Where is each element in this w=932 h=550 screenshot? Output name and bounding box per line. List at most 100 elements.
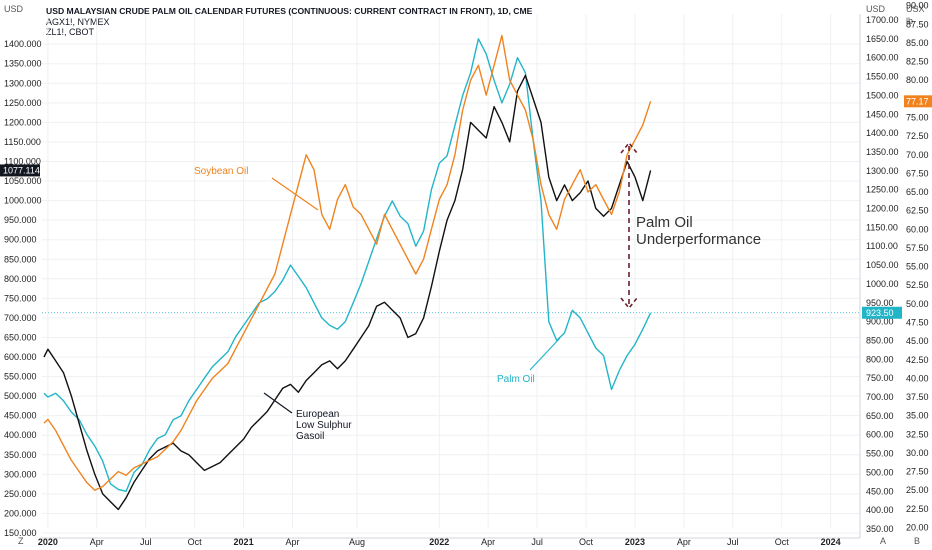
y-right2-tick-label: 20.00 [906,523,929,533]
soy-price-tag [904,95,932,108]
y-right1-tick-label: 750.00 [866,373,894,383]
x-tick-label: Oct [579,537,594,547]
palm-oil-pointer [529,337,561,371]
auto-scale-button[interactable]: A [880,536,887,546]
gasoil-annotation-line: European [296,409,339,420]
y-right2-tick-label: 60.00 [906,224,929,234]
y-right1-tick-label: 1500.00 [866,90,899,100]
underperformance-annotation-line: Palm Oil [636,214,693,231]
y-left-tick-label: 600.000 [4,352,37,362]
y-right1-tick-label: 950.00 [866,298,894,308]
y-left-tick-label: 1100.000 [4,156,41,166]
y-left-tick-label: 800.000 [4,274,37,284]
left-axis-unit: USD [4,4,24,14]
y-left-tick-label: 1000.000 [4,196,42,206]
y-left-tick-label: 1400.000 [4,39,42,49]
y-right1-tick-label: 800.00 [866,354,894,364]
y-right1-tick-label: 1600.00 [866,53,899,63]
x-tick-label: 2020 [38,537,58,547]
y-right2-tick-label: 52.50 [906,280,929,290]
y-right2-tick-label: 27.50 [906,467,929,477]
y-right1-tick-label: 1150.00 [866,222,898,232]
y-right2-tick-label: 42.50 [906,355,929,365]
y-right2-tick-label: 87.50 [906,19,929,29]
y-left-tick-label: 850.000 [4,254,37,264]
y-right2-tick-label: 72.50 [906,131,929,141]
y-right1-tick-label: 1400.00 [866,128,899,138]
y-right1-tick-label: 1100.00 [866,241,898,251]
palm-oil-annotation: Palm Oil [497,374,535,385]
y-right1-tick-label: 700.00 [866,392,894,402]
y-right2-tick-label: 30.00 [906,448,929,458]
y-right1-tick-label: 450.00 [866,486,894,496]
y-left-tick-label: 1050.000 [4,176,42,186]
y-right2-tick-label: 35.00 [906,411,929,421]
y-right2-tick-label: 45.00 [906,336,929,346]
x-tick-label: Oct [188,537,203,547]
palm-oil-line [43,38,652,492]
y-left-tick-label: 1200.000 [4,117,42,127]
y-right1-tick-label: 1700.00 [866,15,899,25]
symbol-line-3: ZL1!, CBOT [46,27,95,37]
log-scale-button[interactable]: B [914,536,921,546]
corner-z-button[interactable]: Z [18,536,24,546]
right-axis-unit-3: lb [906,16,914,26]
y-left-tick-label: 1150.000 [4,137,41,147]
y-right1-tick-label: 1050.00 [866,260,899,270]
x-tick-label: Jul [140,537,152,547]
y-right1-tick-label: 1450.00 [866,109,899,119]
soybean-oil-line [43,34,652,491]
y-right2-tick-label: 37.50 [906,392,929,402]
y-left-tick-label: 450.000 [4,411,37,421]
x-tick-label: 2021 [234,537,254,547]
y-right2-tick-label: 57.50 [906,243,929,253]
y-left-tick-label: 1300.000 [4,78,42,88]
soybean-oil-annotation: Soybean Oil [194,166,248,177]
x-tick-label: Oct [775,537,790,547]
y-right1-tick-label: 1200.00 [866,204,899,214]
y-right2-tick-label: 90.00 [906,1,929,11]
soybean-oil-pointer [271,177,319,211]
y-left-tick-label: 1250.000 [4,98,42,108]
y-left-tick-label: 650.000 [4,332,37,342]
y-left-tick-label: 400.000 [4,430,37,440]
soy-price-tag-label: 77.17 [906,96,929,106]
right-axis-unit-1: USD [866,4,886,14]
gasoil-annotation-line: Gasoil [296,431,324,442]
x-tick-label: Aug [349,537,365,547]
gasoil-pointer [263,392,293,414]
y-left-tick-label: 700.000 [4,313,37,323]
y-right2-tick-label: 65.00 [906,187,929,197]
y-left-tick-label: 300.000 [4,469,37,479]
y-right1-tick-label: 900.00 [866,317,894,327]
y-right2-tick-label: 55.00 [906,262,929,272]
y-left-tick-label: 150.000 [4,528,37,538]
chart-title: USD MALAYSIAN CRUDE PALM OIL CALENDAR FU… [46,6,533,16]
y-right2-tick-label: 25.00 [906,485,929,495]
gasoil-line [43,74,652,511]
y-left-tick-label: 250.000 [4,489,37,499]
y-right1-tick-label: 650.00 [866,411,894,421]
arrow-head-top [620,141,638,154]
y-right2-tick-label: 32.50 [906,429,929,439]
y-right1-tick-label: 1650.00 [866,34,899,44]
y-right2-tick-label: 75.00 [906,113,929,123]
gasoil-price-tag [0,164,40,177]
y-right2-tick-label: 47.50 [906,318,929,328]
y-right1-tick-label: 1550.00 [866,72,899,82]
palm-price-tag [862,306,902,319]
x-tick-label: Jul [727,537,739,547]
palm-price-tag-label: 923.50 [866,308,894,318]
y-right2-tick-label: 85.00 [906,38,929,48]
y-right2-tick-label: 22.50 [906,504,929,514]
y-left-tick-label: 200.000 [4,508,37,518]
y-right1-tick-label: 1350.00 [866,147,899,157]
y-right2-tick-label: 67.50 [906,168,929,178]
x-tick-label: 2024 [821,537,841,547]
y-left-tick-label: 950.000 [4,215,37,225]
y-left-tick-label: 550.000 [4,372,37,382]
y-left-tick-label: 900.000 [4,235,37,245]
x-tick-label: Apr [285,537,299,547]
y-right2-tick-label: 62.50 [906,206,929,216]
